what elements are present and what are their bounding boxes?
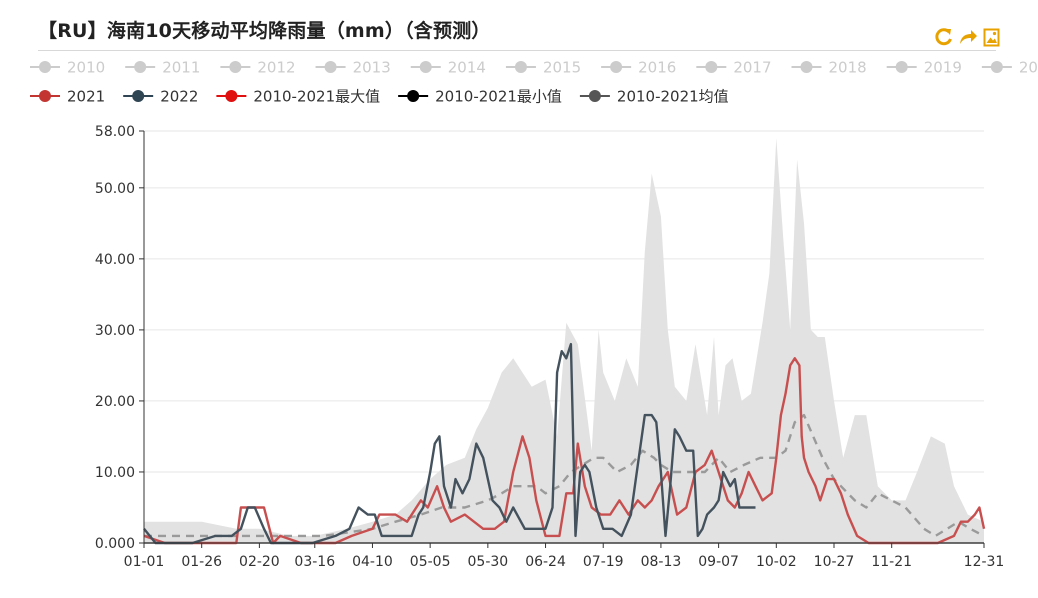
legend-item-2016[interactable]: 2016 xyxy=(601,59,676,77)
x-tick-label: 03-16 xyxy=(294,554,335,570)
x-tick-label: 12-31 xyxy=(964,554,1005,570)
x-tick-label: 01-01 xyxy=(124,554,165,570)
y-tick-label: 58.00 xyxy=(95,124,135,140)
legend-item-2010-2021均值[interactable]: 2010-2021均值 xyxy=(579,88,729,106)
legend-marker xyxy=(514,61,527,73)
legend-item-2022[interactable]: 2022 xyxy=(123,88,198,106)
x-tick-label: 02-20 xyxy=(239,554,280,570)
title-divider xyxy=(38,50,996,51)
legend-marker xyxy=(134,61,147,73)
toolbox xyxy=(934,26,1004,50)
legend-marker xyxy=(225,90,238,102)
legend-marker xyxy=(588,90,601,102)
y-tick-label: 0.000 xyxy=(95,536,135,552)
legend-marker xyxy=(800,61,813,73)
mean-series-line xyxy=(144,413,985,538)
legend-marker xyxy=(407,90,420,102)
save-image-icon[interactable] xyxy=(982,26,1002,48)
legend-label: 2013 xyxy=(353,59,391,77)
legend-label: 2015 xyxy=(543,59,581,77)
legend-label: 2010-2021最小值 xyxy=(435,88,562,106)
legend-item-2012[interactable]: 2012 xyxy=(220,59,296,77)
x-tick-label: 01-26 xyxy=(181,554,222,570)
legend-marker xyxy=(610,61,623,73)
legend-item-2013[interactable]: 2013 xyxy=(315,59,391,77)
legend-label: 2018 xyxy=(829,59,867,77)
y-tick-label: 10.00 xyxy=(95,465,135,481)
legend-item-2010[interactable]: 2010 xyxy=(30,59,105,77)
legend-label: 2012 xyxy=(257,59,295,77)
axes: 58.00 50.00 40.00 30.00 20.00 10.00 0.000 01-01… xyxy=(95,124,1004,570)
legend-marker xyxy=(132,90,145,102)
legend-item-2014[interactable]: 2014 xyxy=(410,59,486,77)
x-tick-label: 10-02 xyxy=(756,554,797,570)
legend-label: 2016 xyxy=(638,59,676,77)
legend-item-2010-2021最大值[interactable]: 2010-2021最大值 xyxy=(216,88,380,106)
legend-label: 2010-2021最大值 xyxy=(253,88,380,106)
max-band-area xyxy=(144,138,984,543)
x-tick-label: 04-10 xyxy=(352,554,393,570)
legend-marker xyxy=(39,90,51,102)
legend-label: 2017 xyxy=(733,59,771,77)
x-tick-label: 09-07 xyxy=(698,554,739,570)
legend-item-2017[interactable]: 2017 xyxy=(696,59,772,77)
y-tick-label: 20.00 xyxy=(95,394,135,410)
legend-label: 2010-2021均值 xyxy=(617,88,729,106)
legend-label: 2022 xyxy=(160,88,198,106)
y-tick-label: 30.00 xyxy=(95,323,135,339)
legend-marker xyxy=(324,61,337,73)
max-band-layer xyxy=(144,138,984,543)
share-icon[interactable] xyxy=(958,26,978,48)
y-tick-label: 40.00 xyxy=(95,252,135,268)
legend-label: 2011 xyxy=(162,59,200,77)
legend-item-2010-2021最小值[interactable]: 2010-2021最小值 xyxy=(398,88,562,106)
legend-marker xyxy=(895,61,908,73)
x-tick-label: 08-13 xyxy=(641,554,682,570)
legend-item-2015[interactable]: 2015 xyxy=(505,59,581,77)
legend-marker xyxy=(705,61,718,73)
legend-item-2019[interactable]: 2019 xyxy=(886,59,962,77)
x-tick-label: 10-27 xyxy=(814,554,855,570)
refresh-icon[interactable] xyxy=(934,26,954,48)
x-tick-label: 05-30 xyxy=(468,554,509,570)
y-tick-label: 50.00 xyxy=(95,181,135,197)
legend-marker xyxy=(419,61,432,73)
legend-item-2011[interactable]: 2011 xyxy=(125,59,200,77)
legend-label: 2014 xyxy=(448,59,486,77)
legend-marker xyxy=(39,61,51,73)
legend-marker xyxy=(229,61,242,73)
x-tick-label: 06-24 xyxy=(525,554,566,570)
chart-title: 【RU】海南10天移动平均降雨量（mm）（含预测） xyxy=(38,20,491,42)
legend-label: 2021 xyxy=(67,88,105,106)
x-tick-label: 07-19 xyxy=(583,554,624,570)
legend-label: 2010 xyxy=(67,59,105,77)
legend-label: 2019 xyxy=(924,59,962,77)
x-tick-label: 05-05 xyxy=(410,554,451,570)
x-tick-label: 11-21 xyxy=(871,554,912,570)
legend-item-2018[interactable]: 2018 xyxy=(791,59,867,77)
legend-item-2021[interactable]: 2021 xyxy=(30,88,105,106)
legend-marker xyxy=(990,61,1003,73)
legend: 2010 2011 2012 2013 2014 2015 2016 2017 2018 2019… xyxy=(30,59,1038,106)
